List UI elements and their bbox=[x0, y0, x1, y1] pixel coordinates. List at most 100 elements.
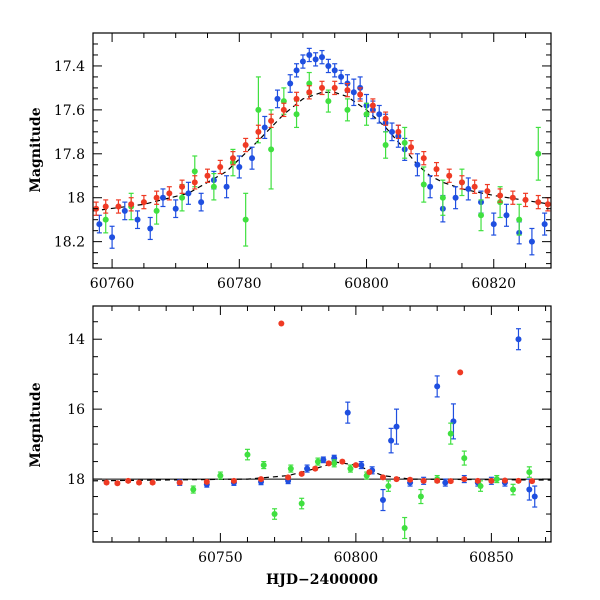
data-point-red bbox=[446, 172, 453, 179]
data-point-red bbox=[140, 199, 147, 206]
data-point-red bbox=[497, 192, 504, 199]
data-point-green bbox=[190, 486, 197, 493]
data-point-red bbox=[280, 106, 287, 113]
data-point-blue bbox=[312, 56, 319, 63]
x-tick-label: 60850 bbox=[469, 550, 514, 566]
data-point-green bbox=[439, 194, 446, 201]
data-point-blue bbox=[350, 89, 357, 96]
data-point-red bbox=[242, 142, 249, 149]
data-point-blue bbox=[287, 80, 294, 87]
data-point-blue bbox=[338, 73, 345, 80]
data-point-red bbox=[474, 477, 481, 484]
data-point-red bbox=[331, 84, 338, 91]
data-point-blue bbox=[109, 234, 116, 241]
data-point-red bbox=[114, 480, 121, 487]
data-point-red bbox=[393, 476, 400, 483]
data-point-green bbox=[314, 458, 321, 465]
data-point-red bbox=[293, 95, 300, 102]
data-point-blue bbox=[379, 497, 386, 504]
data-point-red bbox=[191, 179, 198, 186]
data-point-blue bbox=[393, 423, 400, 430]
data-point-blue bbox=[293, 67, 300, 74]
data-point-green bbox=[153, 207, 160, 214]
data-point-green bbox=[102, 216, 109, 223]
series-red bbox=[93, 80, 551, 216]
data-point-red bbox=[306, 89, 313, 96]
data-point-red bbox=[434, 477, 441, 484]
data-point-red bbox=[255, 128, 262, 135]
data-point-green bbox=[210, 183, 217, 190]
data-point-green bbox=[242, 216, 249, 223]
data-point-red bbox=[357, 91, 364, 98]
data-point-green bbox=[493, 476, 500, 483]
bottom-panel-full-light-curve: 60750 60800 60850 14 16 18 bbox=[67, 305, 552, 566]
data-point-green bbox=[179, 194, 186, 201]
data-point-red bbox=[268, 117, 275, 124]
x-tick-label: 60780 bbox=[217, 276, 262, 292]
top-y-axis-label: Magnitude bbox=[28, 107, 44, 192]
data-point-green bbox=[401, 139, 408, 146]
bottom-x-axis-label: HJD−2400000 bbox=[266, 572, 378, 588]
data-point-red bbox=[128, 201, 135, 208]
data-point-red bbox=[420, 155, 427, 162]
data-point-green bbox=[255, 106, 262, 113]
data-point-blue bbox=[304, 465, 311, 472]
data-point-red bbox=[457, 369, 464, 376]
y-tick-label: 14 bbox=[67, 332, 85, 348]
data-point-red bbox=[285, 474, 292, 481]
data-point-blue bbox=[249, 155, 256, 162]
data-point-red bbox=[515, 477, 522, 484]
data-point-red bbox=[366, 469, 373, 476]
data-point-red bbox=[509, 194, 516, 201]
data-point-blue bbox=[465, 185, 472, 192]
data-point-blue bbox=[325, 62, 332, 69]
data-point-green bbox=[280, 98, 287, 105]
data-point-blue bbox=[223, 183, 230, 190]
data-point-green bbox=[306, 80, 313, 87]
data-point-blue bbox=[320, 456, 327, 463]
data-point-red bbox=[153, 194, 160, 201]
data-point-red bbox=[488, 477, 495, 484]
series-green bbox=[190, 422, 533, 540]
y-tick-label: 16 bbox=[67, 402, 85, 418]
data-point-green bbox=[331, 460, 338, 467]
data-point-red bbox=[408, 144, 415, 151]
data-point-green bbox=[535, 150, 542, 157]
data-point-blue bbox=[134, 216, 141, 223]
data-point-red bbox=[319, 84, 325, 91]
data-point-red bbox=[535, 199, 542, 206]
data-point-blue bbox=[541, 221, 548, 228]
data-point-green bbox=[447, 430, 454, 437]
data-point-red bbox=[395, 128, 402, 135]
plot-area bbox=[93, 47, 551, 256]
data-point-blue bbox=[121, 207, 128, 214]
data-point-red bbox=[447, 478, 454, 485]
data-point-red bbox=[420, 477, 427, 484]
data-point-green bbox=[526, 469, 533, 476]
data-point-blue bbox=[515, 336, 522, 343]
plot-frame bbox=[92, 32, 552, 269]
data-point-blue bbox=[528, 238, 535, 245]
data-point-blue bbox=[198, 199, 205, 206]
data-point-green bbox=[417, 493, 424, 500]
data-point-green bbox=[363, 111, 370, 118]
data-point-green bbox=[344, 106, 351, 113]
data-point-red bbox=[229, 155, 236, 162]
data-point-red bbox=[179, 183, 186, 190]
data-point-green bbox=[217, 472, 224, 479]
data-point-blue bbox=[236, 163, 243, 170]
data-point-green bbox=[461, 455, 468, 462]
data-point-blue bbox=[358, 462, 365, 469]
data-point-red bbox=[461, 476, 468, 483]
y-tick-label: 17.4 bbox=[54, 59, 85, 75]
data-point-red bbox=[203, 478, 210, 485]
model-curve bbox=[93, 91, 551, 212]
data-point-red bbox=[458, 179, 465, 186]
data-point-red bbox=[204, 172, 211, 179]
data-point-blue bbox=[319, 54, 325, 61]
y-tick-label: 17.8 bbox=[54, 147, 85, 163]
data-point-blue bbox=[452, 194, 459, 201]
data-point-red bbox=[115, 203, 122, 210]
data-point-blue bbox=[306, 51, 313, 58]
data-point-red bbox=[369, 102, 376, 109]
